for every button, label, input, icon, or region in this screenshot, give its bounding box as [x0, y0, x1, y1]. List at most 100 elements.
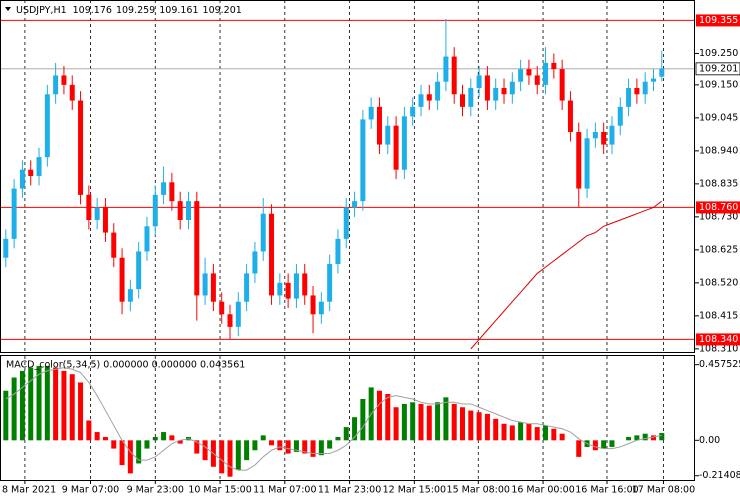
- macd-bar: [269, 440, 275, 446]
- macd-bar: [385, 394, 391, 441]
- candle-body: [501, 88, 507, 95]
- candle-body: [11, 188, 17, 239]
- macd-bar: [219, 440, 225, 474]
- symbol: USDJPY,H1: [16, 5, 67, 16]
- candle-body: [443, 56, 449, 82]
- macd-bar: [36, 365, 42, 441]
- macd-panel-frame: [0, 355, 695, 481]
- candle-body: [617, 106, 623, 126]
- candle-body: [310, 295, 316, 315]
- macd-bar: [559, 433, 565, 441]
- y-tick-label: 108.625: [699, 244, 738, 255]
- candle-body: [293, 273, 299, 299]
- macd-bar: [11, 377, 17, 441]
- macd-bar: [127, 440, 133, 474]
- x-tick-label: 16 Mar 16:00: [575, 485, 638, 496]
- macd-bar: [277, 440, 283, 451]
- macd-bar: [468, 410, 474, 441]
- candle-body: [185, 201, 191, 220]
- candle-body: [269, 213, 275, 296]
- macd-bar: [650, 435, 656, 441]
- macd-bar: [3, 390, 9, 441]
- macd-bar: [626, 437, 632, 441]
- candle-body: [44, 94, 50, 158]
- macd-bar: [86, 420, 92, 441]
- candle-body: [393, 125, 399, 170]
- ohlc-open: 109.176: [73, 5, 112, 16]
- candle-body: [401, 116, 407, 170]
- macd-bar: [443, 397, 449, 441]
- macd-bar: [518, 422, 524, 441]
- candle-body: [61, 75, 67, 85]
- macd-bar: [293, 440, 299, 452]
- x-tick-label: 9 Mar 23:00: [127, 485, 184, 496]
- level-label: 108.760: [699, 202, 738, 213]
- ohlc-close: 109.201: [203, 5, 242, 16]
- candle-body: [468, 88, 474, 107]
- macd-bar: [543, 425, 549, 441]
- macd-bar: [401, 403, 407, 441]
- x-tick-label: 12 Mar 15:00: [383, 485, 446, 496]
- macd-bar: [102, 437, 108, 441]
- candle-body: [543, 62, 549, 85]
- candle-body: [28, 169, 34, 176]
- candle-body: [235, 301, 241, 327]
- macd-bar: [318, 440, 324, 456]
- macd-bar: [260, 435, 266, 441]
- macd-bar: [426, 405, 432, 441]
- macd-bar: [19, 370, 25, 441]
- y-tick-label: 0.00: [699, 435, 720, 446]
- macd-bar: [194, 440, 200, 454]
- candle-body: [69, 84, 75, 101]
- y-tick-label: 109.250: [699, 48, 738, 59]
- macd-bar: [509, 425, 515, 441]
- candle-body: [136, 251, 142, 290]
- candle-body: [53, 75, 59, 95]
- level-label-box: [696, 333, 740, 346]
- candle-body: [335, 238, 341, 264]
- macd-bar: [285, 440, 291, 454]
- current-price-box: [695, 62, 740, 76]
- macd-bar: [252, 440, 258, 451]
- x-tick-label: 16 Mar 00:00: [511, 485, 574, 496]
- macd-bar: [169, 435, 175, 441]
- macd-bar: [484, 413, 490, 441]
- candle-body: [111, 232, 117, 258]
- candle-body: [219, 301, 225, 315]
- y-tick-label: 108.940: [699, 145, 738, 156]
- macd-bar: [152, 437, 158, 441]
- macd-bar: [53, 367, 59, 441]
- candle-body: [484, 75, 490, 101]
- x-tick-label: 10 Mar 15:00: [188, 485, 251, 496]
- candle-body: [285, 282, 291, 299]
- price-panel-frame: [0, 0, 695, 353]
- macd-title: MACD_color(5,34,5) 0.000000 0.000000 0.0…: [6, 360, 245, 371]
- candle-body: [460, 94, 466, 107]
- macd-bar: [61, 370, 67, 441]
- current-price-label: 109.201: [699, 63, 738, 74]
- candle-body: [418, 94, 424, 107]
- macd-bar: [235, 440, 241, 471]
- collapse-arrow[interactable]: [5, 7, 11, 11]
- macd-bar: [634, 435, 640, 441]
- macd-bar: [119, 440, 125, 466]
- candle-body: [567, 100, 573, 132]
- candle-body: [642, 81, 648, 95]
- macd-bar: [476, 412, 482, 441]
- candle-body: [493, 88, 499, 101]
- candle-body: [36, 157, 42, 176]
- x-tick-label: 9 Mar 07:00: [62, 485, 119, 496]
- candle-body: [352, 201, 358, 208]
- candle-body: [551, 62, 557, 70]
- candle-body: [626, 88, 632, 107]
- y-tick-label: -0.214089: [699, 470, 740, 481]
- candle-body: [127, 289, 133, 302]
- candle-body: [86, 194, 92, 220]
- macd-bar: [244, 440, 250, 461]
- y-tick-label: 109.045: [699, 112, 738, 123]
- candle-body: [518, 69, 524, 82]
- candle-body: [94, 207, 100, 220]
- ohlc-high: 109.259: [116, 5, 155, 16]
- candle-body: [327, 264, 333, 302]
- macd-bar: [227, 440, 233, 477]
